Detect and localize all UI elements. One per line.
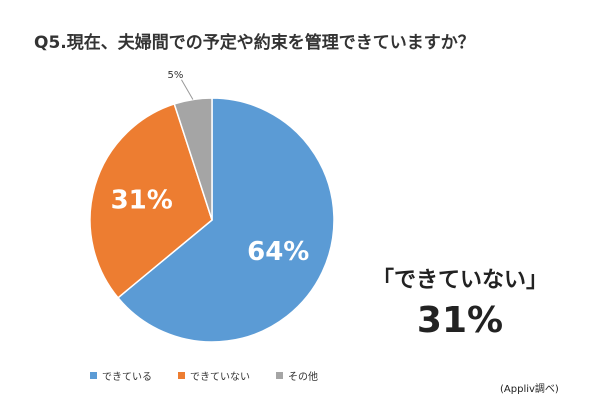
legend-swatch bbox=[178, 372, 185, 379]
legend-swatch bbox=[276, 372, 283, 379]
legend-label: その他 bbox=[288, 372, 318, 383]
legend-label: できている bbox=[102, 372, 152, 383]
leader-line bbox=[181, 79, 194, 100]
pie-slice-sonota bbox=[173, 97, 213, 221]
pie-slice-dekiteinai bbox=[89, 103, 213, 299]
legend-label: できていない bbox=[190, 372, 250, 383]
callout-label: 「できていない」 bbox=[371, 268, 548, 293]
legend-swatch bbox=[90, 372, 97, 379]
legend-item-dekiteiru: できている bbox=[90, 368, 152, 383]
source-note: (Appliv調べ) bbox=[500, 384, 559, 395]
legend-item-sonota: その他 bbox=[276, 368, 318, 383]
legend-item-dekiteinai: できていない bbox=[178, 368, 250, 383]
data-label-sonota: 5% bbox=[168, 70, 184, 81]
chart-title: Q5.現在、夫婦間での予定や約束を管理できていますか？ bbox=[34, 33, 475, 53]
data-label-dekiteinai: 31% bbox=[111, 186, 173, 216]
data-label-dekiteiru: 64% bbox=[247, 237, 309, 267]
callout: 「できていない」 31% bbox=[360, 262, 560, 341]
pie-slice-dekiteiru bbox=[116, 97, 335, 343]
callout-value: 31% bbox=[416, 300, 504, 341]
legend: できている できていない その他 bbox=[90, 368, 318, 383]
